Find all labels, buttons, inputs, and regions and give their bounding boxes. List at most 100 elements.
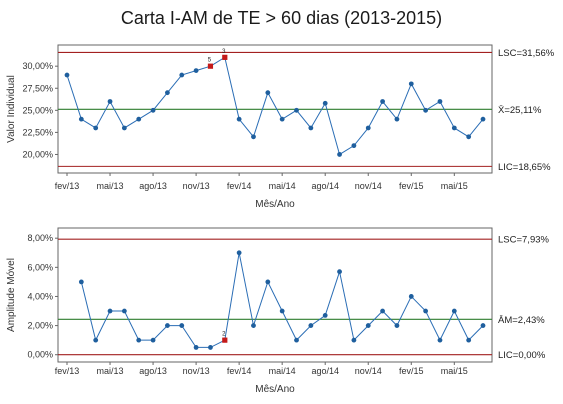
moving-range-chart-flagged-point-label: 2 [222,332,226,338]
moving-range-chart-xtick-label: nov/14 [355,366,382,376]
moving-range-chart-data-point [337,269,342,275]
chart-title: Carta I-AM de TE > 60 dias (2013-2015) [120,8,443,28]
individual-chart-xtick-label: nov/14 [355,181,382,191]
individual-chart-flagged-point [207,63,214,69]
individual-chart-group: 20,00% 22,50% 25,00% 27,50% 30,00% fev/13 mai/… [6,44,555,210]
moving-range-chart-xlabel: Mês/Ano [255,384,295,395]
individual-chart-ytick-label: 20,00% [22,149,53,159]
moving-range-chart-limit-lic-label: LIC=0,00% [498,350,546,361]
individual-chart-ylabel: Valor Individual [6,75,17,143]
moving-range-chart-data-point [193,345,199,350]
moving-range-chart-data-point [265,279,271,285]
moving-range-chart-ytick-label: 4,00% [27,291,53,301]
moving-range-chart-data-point [380,308,385,314]
moving-range-chart-flagged-point [222,337,228,343]
individual-chart-data-point [480,116,486,122]
moving-range-chart-data-point [150,337,156,343]
moving-range-chart-data-point [466,337,472,343]
individual-chart-ytick-label: 22,50% [22,127,53,137]
individual-chart-data-point [251,134,256,140]
individual-chart-data-point [437,99,443,104]
moving-range-chart-data-point [236,250,242,256]
individual-chart-limit-lic-label: LIC=18,65% [498,162,551,173]
individual-chart-data-point [394,116,400,122]
moving-range-chart-ytick-label: 2,00% [27,321,53,331]
individual-chart-xtick-label: mai/13 [97,181,124,191]
moving-range-chart-data-point [279,308,285,314]
individual-chart-data-point [265,90,271,96]
moving-range-chart-xtick-label: fev/13 [55,366,80,376]
individual-chart-xtick-label: mai/14 [269,181,296,191]
individual-chart-data-point [193,68,199,73]
individual-chart-limit-lsc-label: LSC=31,56% [498,48,555,59]
individual-chart-xtick-label: fev/15 [399,181,424,191]
individual-chart-xtick-label: fev/14 [227,181,252,191]
individual-chart-xtick-label: mai/15 [441,181,468,191]
moving-range-chart-xtick-label: mai/15 [441,366,468,376]
moving-range-chart-limit-center-label: ĀM=2,43% [498,315,545,326]
moving-range-chart-limit-lsc-label: LSC=7,93% [498,235,550,246]
moving-range-chart-data-point [365,323,371,328]
moving-range-chart-xtick-label: fev/15 [399,366,424,376]
individual-chart-data-point [93,125,99,131]
individual-chart-xtick-label: ago/14 [311,181,339,191]
moving-range-chart-xtick-label: ago/13 [139,366,167,376]
moving-range-chart-data-point [294,337,299,343]
individual-chart-data-point [408,81,414,87]
individual-chart-flagged-point-label: 3 [222,49,226,55]
individual-chart-data-point [165,90,170,96]
individual-chart-data-point [294,107,299,113]
moving-range-chart-data-point [408,294,414,299]
individual-chart-data-point [107,99,113,104]
moving-range-chart-data-point [251,323,256,328]
moving-range-chart-data-point [480,323,486,328]
moving-range-chart-data-point [394,323,400,328]
moving-range-chart-series-line [80,252,484,348]
moving-range-chart-xtick-label: mai/13 [97,366,124,376]
individual-chart-flagged-point [222,54,228,60]
moving-range-chart-ytick-label: 6,00% [27,262,53,272]
individual-chart-data-point [150,107,156,113]
moving-range-chart-data-point [208,345,213,350]
moving-range-chart-data-point [423,308,429,314]
moving-range-chart-xtick-label: ago/14 [311,366,339,376]
moving-range-chart-data-point [93,337,99,343]
moving-range-chart-data-point [351,337,357,343]
moving-range-chart-data-point [322,312,328,318]
moving-range-chart-xtick-label: nov/13 [183,366,210,376]
individual-chart-data-point [179,72,185,78]
individual-chart-data-point [308,125,314,131]
moving-range-chart-data-point [78,279,84,285]
moving-range-chart-data-point [136,337,142,343]
individual-chart-limit-center-label: X̄=25,11% [498,105,542,116]
individual-chart-data-point [451,125,457,131]
individual-chart-data-point [423,107,429,113]
moving-range-chart-data-point [308,323,314,328]
moving-range-chart-ylabel: Amplitude Móvel [6,258,17,332]
individual-chart-data-point [380,99,385,104]
individual-chart-ytick-label: 27,50% [22,83,53,93]
individual-chart-data-point [136,116,142,122]
individual-chart-ytick-label: 25,00% [22,105,53,115]
individual-chart-series-line [66,56,484,156]
moving-range-chart-data-point [165,323,170,328]
moving-range-chart-ytick-label: 0,00% [27,350,53,360]
individual-chart-xtick-label: nov/13 [183,181,210,191]
moving-range-chart-xtick-label: mai/14 [269,366,296,376]
individual-chart-data-point [337,152,342,157]
moving-range-chart-xtick-label: fev/14 [227,366,252,376]
individual-chart-xlabel: Mês/Ano [255,199,295,210]
individual-chart-data-point [64,72,70,78]
individual-chart-data-point [466,134,472,140]
individual-chart-data-point [78,116,84,122]
individual-chart-data-point [351,143,357,149]
moving-range-chart-data-point [437,337,443,343]
moving-range-chart-data-point [179,323,185,328]
individual-chart-xtick-label: fev/13 [55,181,80,191]
individual-chart-data-point [365,125,371,131]
individual-chart-xtick-label: ago/13 [139,181,167,191]
individual-chart-data-point [279,116,285,122]
individual-chart-data-point [322,100,328,106]
